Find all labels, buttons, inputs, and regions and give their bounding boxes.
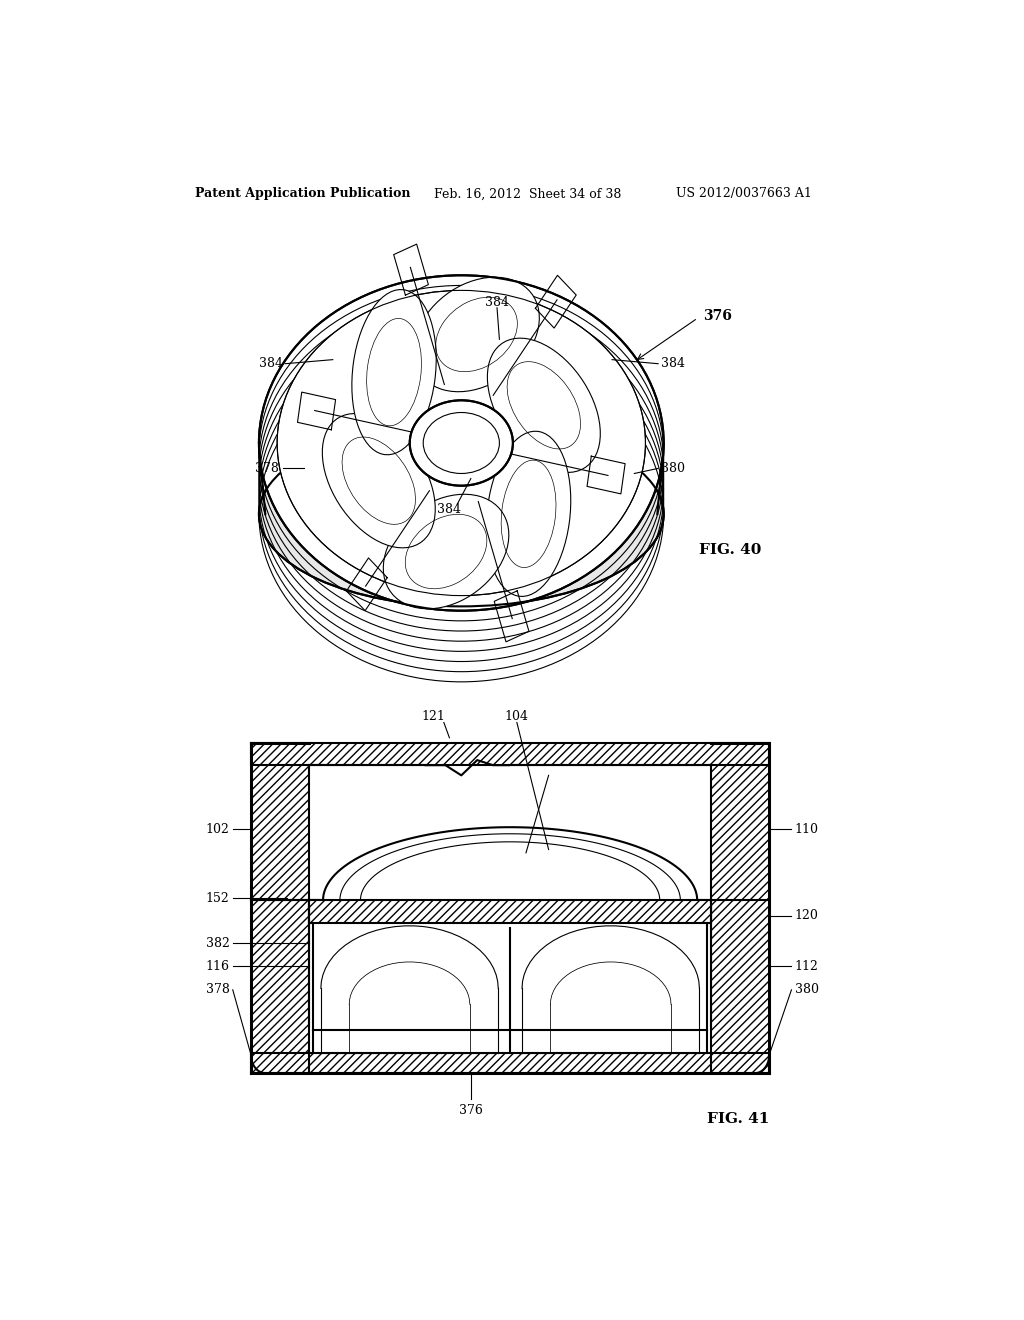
Text: FIG. 41: FIG. 41 (708, 1111, 770, 1126)
Ellipse shape (487, 338, 600, 473)
Bar (309, 900, 712, 923)
Ellipse shape (259, 422, 664, 606)
Bar (251, 743, 309, 1073)
Text: 380: 380 (662, 462, 685, 475)
Bar (712, 743, 769, 1073)
Ellipse shape (352, 289, 436, 455)
Text: 382: 382 (206, 937, 229, 949)
Text: 121: 121 (422, 710, 445, 722)
Ellipse shape (278, 290, 645, 595)
Text: US 2012/0037663 A1: US 2012/0037663 A1 (676, 187, 811, 201)
Text: 152: 152 (206, 892, 229, 904)
Text: 120: 120 (795, 909, 818, 923)
Ellipse shape (410, 400, 513, 486)
Bar (251, 1053, 769, 1073)
Text: 380: 380 (795, 983, 818, 997)
Polygon shape (323, 828, 697, 900)
Text: 384: 384 (662, 358, 685, 370)
Ellipse shape (414, 277, 540, 392)
Bar (309, 743, 712, 1073)
Text: 376: 376 (459, 1104, 482, 1117)
Ellipse shape (383, 494, 509, 609)
Text: FIG. 40: FIG. 40 (699, 543, 762, 557)
Text: 104: 104 (505, 710, 528, 722)
Bar (251, 743, 769, 766)
Text: 384: 384 (437, 503, 462, 516)
Bar (251, 1053, 769, 1073)
Text: 116: 116 (206, 960, 229, 973)
Bar (251, 743, 769, 766)
Text: 112: 112 (795, 960, 818, 973)
Ellipse shape (259, 276, 664, 611)
Ellipse shape (323, 413, 435, 548)
Text: 384: 384 (485, 296, 509, 309)
Text: 110: 110 (795, 822, 818, 836)
Text: 378: 378 (206, 983, 229, 997)
Text: 376: 376 (703, 309, 732, 323)
Bar (309, 900, 712, 923)
Text: 384: 384 (259, 358, 283, 370)
Ellipse shape (486, 432, 570, 597)
Text: Feb. 16, 2012  Sheet 34 of 38: Feb. 16, 2012 Sheet 34 of 38 (433, 187, 621, 201)
Text: 378: 378 (255, 462, 279, 475)
Text: Patent Application Publication: Patent Application Publication (196, 187, 411, 201)
Text: 102: 102 (206, 822, 229, 836)
